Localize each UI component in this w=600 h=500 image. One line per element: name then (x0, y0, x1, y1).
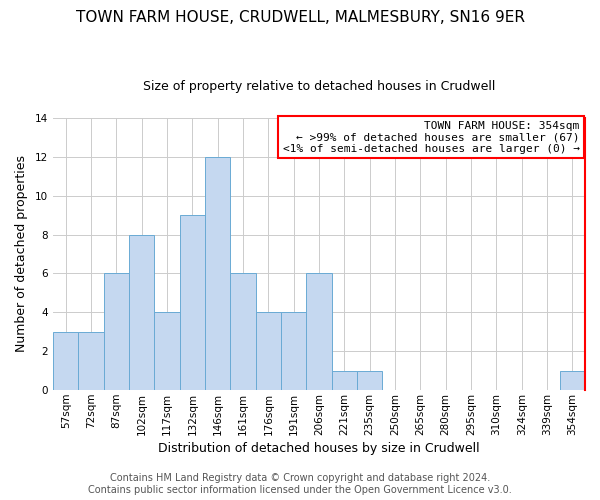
Bar (332, 370, 357, 390)
Bar (230, 274, 256, 390)
X-axis label: Distribution of detached houses by size in Crudwell: Distribution of detached houses by size … (158, 442, 480, 455)
Bar (53, 332, 79, 390)
Bar (307, 274, 332, 390)
Bar (357, 370, 382, 390)
Bar (205, 156, 230, 390)
Title: Size of property relative to detached houses in Crudwell: Size of property relative to detached ho… (143, 80, 495, 93)
Bar (79, 332, 104, 390)
Bar (129, 234, 154, 390)
Bar (104, 274, 129, 390)
Bar (281, 312, 307, 390)
Text: Contains HM Land Registry data © Crown copyright and database right 2024.
Contai: Contains HM Land Registry data © Crown c… (88, 474, 512, 495)
Text: TOWN FARM HOUSE: 354sqm
← >99% of detached houses are smaller (67)
<1% of semi-d: TOWN FARM HOUSE: 354sqm ← >99% of detach… (283, 120, 580, 154)
Bar (180, 215, 205, 390)
Bar (256, 312, 281, 390)
Bar (560, 370, 585, 390)
Text: TOWN FARM HOUSE, CRUDWELL, MALMESBURY, SN16 9ER: TOWN FARM HOUSE, CRUDWELL, MALMESBURY, S… (76, 10, 524, 25)
Bar (154, 312, 180, 390)
Y-axis label: Number of detached properties: Number of detached properties (15, 156, 28, 352)
